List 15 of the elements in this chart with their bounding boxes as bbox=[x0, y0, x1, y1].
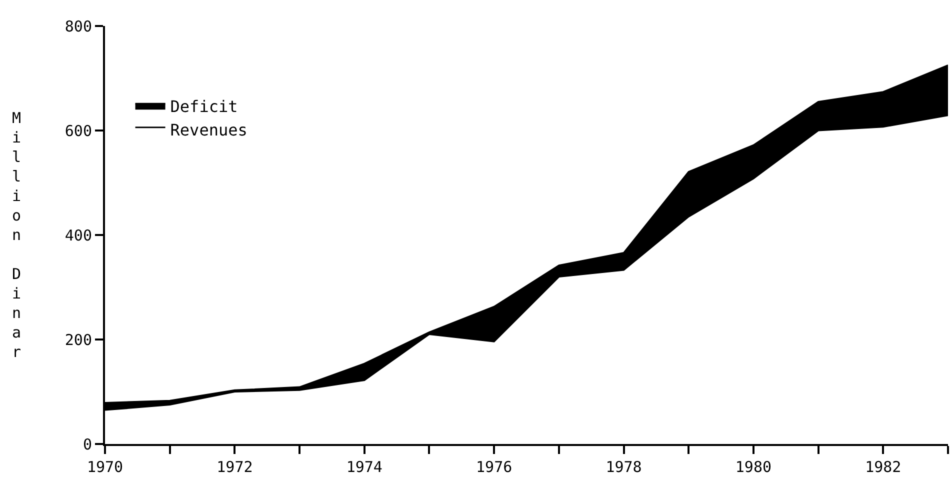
x-tick-label: 1970 bbox=[86, 458, 124, 476]
x-tick-label: 1982 bbox=[865, 458, 902, 476]
x-tick-label: 1978 bbox=[606, 458, 642, 476]
y-tick-label: 800 bbox=[64, 17, 92, 36]
y-tick-label: 600 bbox=[64, 122, 92, 140]
x-tick-label: 1980 bbox=[735, 458, 772, 476]
legend-label: Revenues bbox=[170, 120, 248, 140]
x-tick-label: 1972 bbox=[216, 458, 253, 476]
x-tick-label: 1976 bbox=[476, 458, 512, 476]
y-tick-label: 400 bbox=[64, 226, 92, 244]
text: Million Dinar bbox=[12, 109, 22, 361]
y-tick-label: 0 bbox=[82, 435, 92, 454]
y-tick-label: 200 bbox=[64, 330, 92, 349]
x-tick-label: 1974 bbox=[346, 458, 382, 476]
legend-label: Deficit bbox=[170, 96, 238, 116]
